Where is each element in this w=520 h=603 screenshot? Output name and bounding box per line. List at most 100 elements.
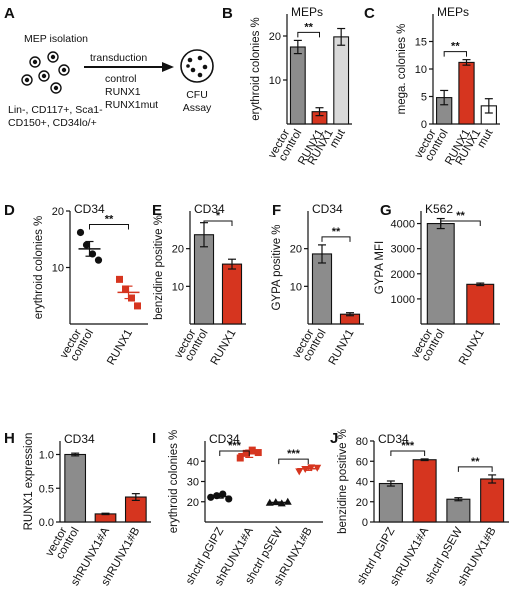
significance-label: ** <box>451 41 460 53</box>
x-category-label: RUNX1 <box>105 328 135 368</box>
data-point <box>94 256 103 264</box>
data-point <box>122 285 129 293</box>
y-tick-label: 5 <box>421 92 427 104</box>
bar <box>193 234 215 325</box>
chart-title: MEPs <box>437 5 469 19</box>
y-tick-label: 20 <box>172 244 184 256</box>
y-tick-label: 40 <box>187 456 199 468</box>
y-tick-label: 4000 <box>391 219 415 231</box>
arrow-head <box>162 62 174 72</box>
y-tick-label: 60 <box>356 456 368 468</box>
chart-title: CD34 <box>74 202 105 216</box>
condition-runx1mut: RUNX1mut <box>105 99 158 111</box>
schematic-title: MEP isolation <box>24 33 88 45</box>
chart-title: MEPs <box>291 5 323 19</box>
chart-title: CD34 <box>378 432 409 446</box>
bar <box>458 61 475 125</box>
significance-bracket <box>321 236 351 242</box>
y-tick-label: 15 <box>415 37 427 49</box>
y-tick-label: 10 <box>415 64 427 76</box>
bar <box>289 46 306 125</box>
y-tick-label: 2000 <box>391 269 415 281</box>
y-tick-label: 20 <box>52 206 64 218</box>
y-axis-label: erythroid colonies % <box>168 430 180 534</box>
y-axis-label: RUNX1 expression <box>23 433 35 531</box>
significance-label: ** <box>332 226 341 238</box>
arrow-label: transduction <box>90 52 147 64</box>
y-axis-label: benzidine positive % <box>337 429 349 534</box>
y-tick-label: 20 <box>187 497 199 509</box>
significance-bracket <box>278 458 309 465</box>
y-tick-label: 20 <box>290 244 302 256</box>
data-point <box>207 493 215 501</box>
bar <box>466 283 495 325</box>
data-point <box>82 241 91 249</box>
y-tick-label: 0.5 <box>39 483 54 495</box>
chart-title: K562 <box>425 202 453 216</box>
chart-title: CD34 <box>209 432 240 446</box>
y-axis-label: mega. colonies % <box>396 24 408 115</box>
markers-line-1: Lin-, CD117+, Sca1- <box>8 104 103 116</box>
bar <box>446 498 471 523</box>
significance-bracket <box>89 223 129 230</box>
bar <box>64 453 87 523</box>
data-point <box>76 228 85 237</box>
bar <box>333 36 350 125</box>
y-tick-label: 40 <box>356 477 368 489</box>
data-point <box>283 497 292 505</box>
cell-icons <box>21 51 70 94</box>
y-axis-label: GYPA MFI <box>374 241 386 294</box>
y-axis-label: GYPA positive % <box>271 224 283 310</box>
schematic-panel-a: A MEP isolation transduction control RUN… <box>4 5 214 129</box>
data-point <box>213 492 221 500</box>
significance-label: ** <box>304 21 313 33</box>
markers-line-2: CD150+, CD34lo/+ <box>8 117 97 129</box>
significance-label: * <box>216 210 221 222</box>
panel-label: F <box>272 202 281 219</box>
x-category-label: RUNX1 <box>209 328 239 368</box>
significance-bracket <box>440 220 481 226</box>
y-tick-label: 1.0 <box>39 450 54 462</box>
data-point <box>134 302 141 310</box>
y-axis-label: benzidine positive % <box>153 215 165 320</box>
data-point <box>307 464 316 472</box>
x-category-label: mut <box>328 127 348 150</box>
y-axis-label: erythroid colonies % <box>33 216 45 320</box>
significance-bracket <box>219 450 250 456</box>
data-point <box>254 449 262 457</box>
y-tick-label: 3000 <box>391 244 415 256</box>
significance-bracket <box>443 51 467 57</box>
condition-runx1: RUNX1 <box>105 86 141 98</box>
y-tick-label: 10 <box>52 263 64 275</box>
significance-bracket <box>203 220 233 226</box>
data-point <box>236 454 244 462</box>
y-tick-label: 20 <box>269 31 281 43</box>
y-tick-label: 0.0 <box>39 517 54 529</box>
panel-label: B <box>222 5 233 22</box>
x-category-label: RUNX1 <box>457 328 487 368</box>
significance-bracket <box>297 31 320 38</box>
bar <box>378 482 403 523</box>
y-tick-label: 80 <box>356 436 368 448</box>
chart-title: CD34 <box>312 202 343 216</box>
bar <box>426 223 455 325</box>
panel-label: D <box>4 202 15 219</box>
y-tick-label: 30 <box>187 477 199 489</box>
x-category-label: RUNX1 <box>327 328 357 368</box>
y-tick-label: 10 <box>290 281 302 293</box>
data-point <box>295 468 304 476</box>
significance-label: *** <box>228 440 242 452</box>
significance-label: *** <box>287 448 301 460</box>
panel-label: J <box>330 430 338 447</box>
cfu-dish-icon <box>180 49 214 83</box>
bar <box>311 253 333 325</box>
